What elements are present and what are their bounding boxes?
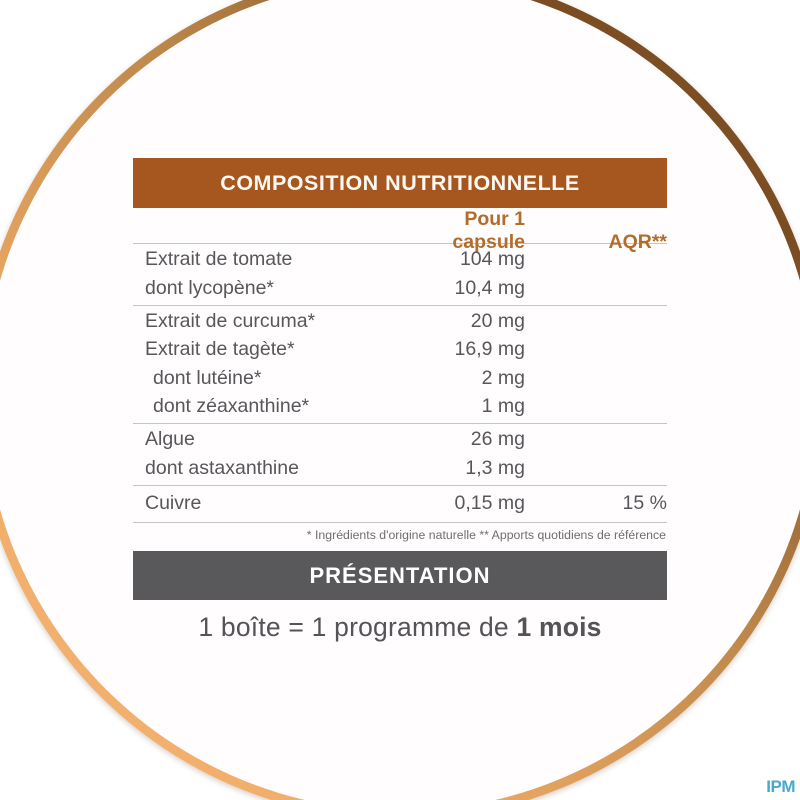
table-group: Algue 26 mg dont astaxanthine 1,3 mg: [133, 424, 667, 486]
label-content: COMPOSITION NUTRITIONNELLE Pour 1 capsul…: [133, 158, 667, 643]
table-row: dont lycopène* 10,4 mg: [133, 274, 667, 303]
row-label: Extrait de tomate: [145, 248, 293, 271]
table-row: Extrait de curcuma* 20 mg: [133, 307, 667, 336]
presentation-line-bold: 1 mois: [516, 612, 602, 642]
ipm-logo: IPM: [766, 777, 795, 796]
row-aqr: 15 %: [622, 492, 667, 515]
row-value: 1 mg: [481, 395, 525, 418]
row-value: 1,3 mg: [465, 456, 525, 479]
column-per-capsule: Pour 1 capsule: [452, 208, 525, 253]
table-row: dont zéaxanthine* 1 mg: [133, 393, 667, 422]
row-label: dont zéaxanthine*: [153, 395, 310, 418]
presentation-line-text: 1 boîte = 1 programme de: [198, 612, 517, 642]
table-row: Cuivre 0,15 mg 15 %: [133, 490, 667, 519]
row-value: 20 mg: [470, 309, 525, 332]
table-row: Extrait de tagète* 16,9 mg: [133, 336, 667, 365]
row-label: Algue: [145, 428, 195, 451]
row-value: 26 mg: [470, 428, 525, 451]
table-row: dont astaxanthine 1,3 mg: [133, 454, 667, 483]
row-label: Extrait de tagète*: [145, 338, 295, 361]
table-group: Extrait de tomate 104 mg dont lycopène* 10,…: [133, 244, 667, 306]
row-label: Extrait de curcuma*: [145, 309, 316, 332]
row-label: dont lycopène*: [145, 276, 275, 299]
footnote: * Ingrédients d'origine naturelle ** App…: [306, 528, 666, 542]
table-group: Extrait de curcuma* 20 mg Extrait de tagèt…: [133, 306, 667, 424]
presentation-line: 1 boîte = 1 programme de 1 mois: [133, 612, 667, 643]
row-label: Cuivre: [145, 492, 202, 515]
composition-header-bar: COMPOSITION NUTRITIONNELLE: [133, 158, 667, 208]
row-value: 0,15 mg: [454, 492, 525, 515]
table-group: Cuivre 0,15 mg 15 %: [133, 486, 667, 523]
column-headers-row: Pour 1 capsule AQR**: [133, 208, 667, 253]
row-value: 104 mg: [459, 248, 525, 271]
table-row: Extrait de tomate 104 mg: [133, 246, 667, 275]
row-value: 16,9 mg: [454, 338, 525, 361]
row-value: 10,4 mg: [454, 276, 525, 299]
presentation-title: PRÉSENTATION: [309, 562, 491, 588]
table-row: Algue 26 mg: [133, 426, 667, 455]
nutrition-table: Extrait de tomate 104 mg dont lycopène* 10,…: [133, 244, 667, 523]
presentation-header-bar: PRÉSENTATION: [133, 551, 667, 600]
table-row: dont lutéine* 2 mg: [133, 364, 667, 393]
row-value: 2 mg: [481, 366, 525, 389]
composition-title: COMPOSITION NUTRITIONNELLE: [220, 170, 580, 195]
column-aqr: AQR**: [608, 231, 667, 253]
row-label: dont astaxanthine: [145, 456, 299, 479]
row-label: dont lutéine*: [153, 366, 262, 389]
